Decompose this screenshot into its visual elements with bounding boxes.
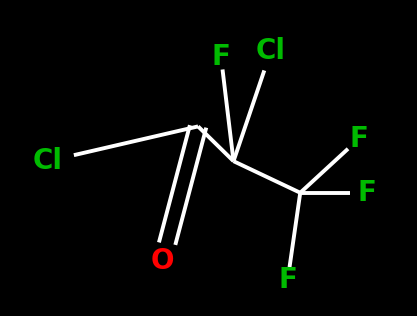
Text: F: F — [211, 43, 231, 71]
Text: F: F — [349, 125, 368, 153]
Text: Cl: Cl — [33, 147, 63, 175]
Text: F: F — [278, 266, 297, 294]
Text: Cl: Cl — [256, 37, 286, 64]
Text: O: O — [151, 247, 174, 275]
Text: F: F — [357, 179, 377, 207]
